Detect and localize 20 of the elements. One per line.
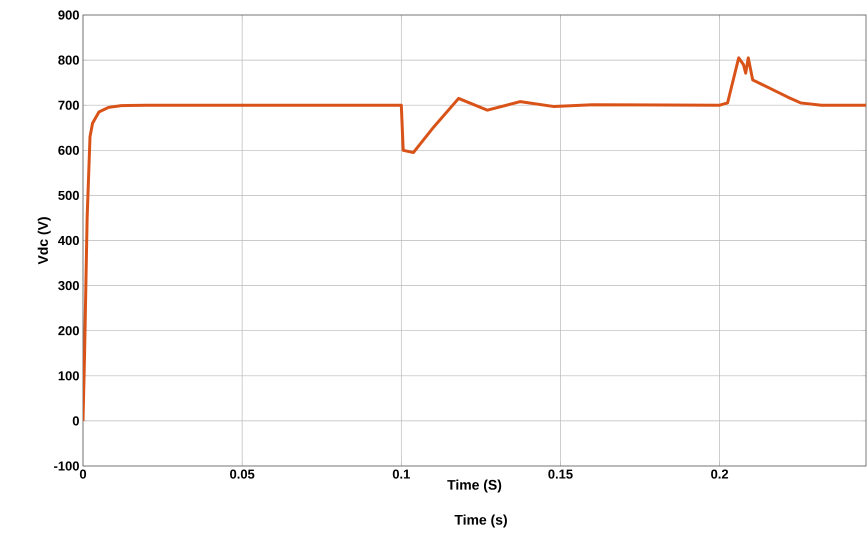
y-axis-title: Vdc (V)	[38, 217, 51, 264]
y-tick-label: 600	[58, 146, 79, 155]
y-tick-label: 200	[58, 326, 79, 336]
y-tick-label: 700	[58, 100, 79, 110]
y-tick-label: -100	[54, 461, 79, 471]
x-axis-title: Time (S)	[447, 480, 502, 493]
x-tick-label: 0.1	[392, 470, 410, 479]
x-tick-label: 0.2	[711, 470, 728, 479]
x-tick-label: 0	[80, 470, 86, 479]
y-tick-label: 800	[58, 56, 79, 65]
y-tick-label: 500	[58, 190, 79, 200]
y-tick-label: 400	[58, 236, 79, 246]
y-tick-label: 100	[58, 371, 79, 380]
y-tick-label: 900	[58, 10, 79, 20]
y-tick-label: 300	[58, 281, 79, 290]
text: Time (s)	[454, 514, 507, 528]
x-tick-label: 0.15	[548, 470, 573, 479]
line-series	[83, 56, 866, 422]
x-tick-label: 0.05	[230, 470, 254, 479]
y-tick-label: 0	[72, 416, 79, 426]
